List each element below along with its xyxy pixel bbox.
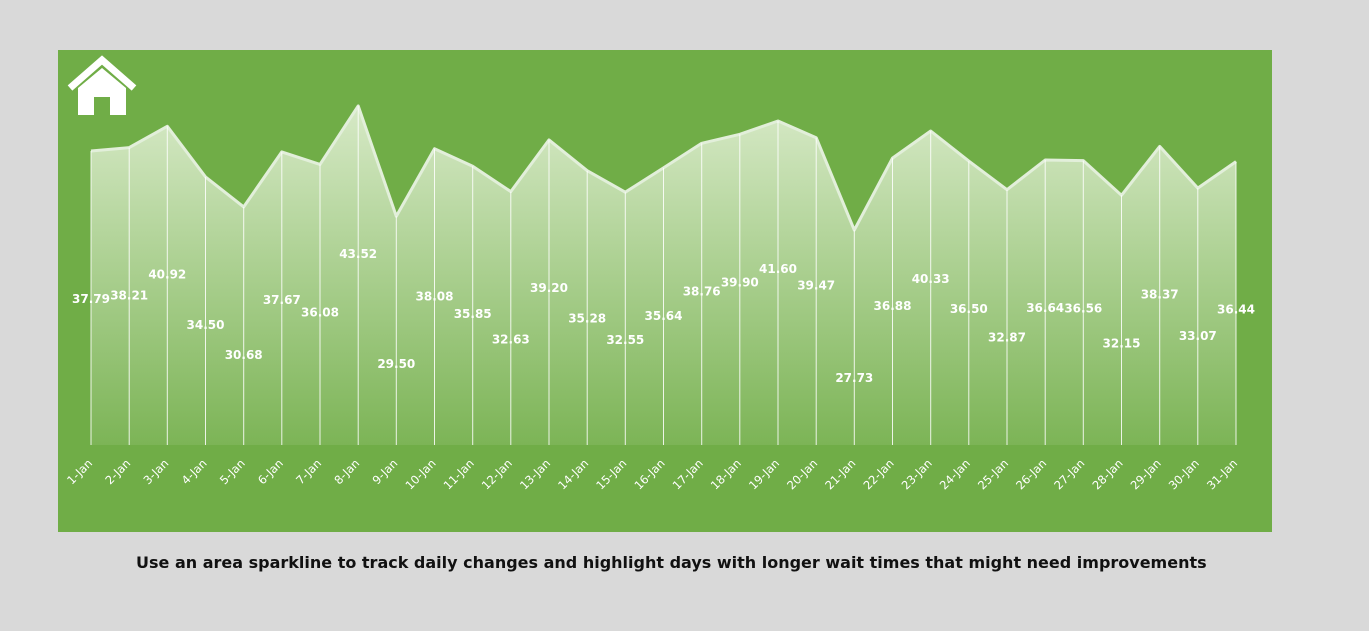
data-label: 38.37 [1141,287,1179,301]
data-label: 32.55 [606,333,644,347]
x-tick-label: 3-Jan [140,456,171,487]
x-tick-label: 11-Jan [441,456,477,492]
data-label: 36.50 [950,302,988,316]
data-label: 39.20 [530,281,568,295]
x-tick-label: 10-Jan [402,456,438,492]
data-label: 34.50 [187,318,225,332]
data-label: 36.88 [874,299,912,313]
data-label: 32.87 [988,331,1026,345]
x-tick-label: 15-Jan [593,456,629,492]
data-label: 32.15 [1103,336,1141,350]
category-labels: 1-Jan 2-Jan 3-Jan 4-Jan 5-Jan 6-Jan 7-Jan 8-Jan… [64,456,1240,492]
drop-lines [90,105,1237,445]
x-tick-label: 21-Jan [822,456,858,492]
home-icon[interactable] [66,54,138,118]
x-tick-label: 25-Jan [975,456,1011,492]
x-tick-label: 27-Jan [1051,456,1087,492]
x-tick-label: 2-Jan [102,456,133,487]
x-tick-label: 24-Jan [937,456,973,492]
data-label: 37.67 [263,293,301,307]
x-tick-label: 26-Jan [1013,456,1049,492]
data-label: 32.63 [492,333,530,347]
x-tick-label: 8-Jan [331,456,362,487]
x-tick-label: 20-Jan [784,456,820,492]
x-tick-label: 14-Jan [555,456,591,492]
data-label: 41.60 [759,262,797,276]
data-label: 40.33 [912,272,950,286]
x-tick-label: 19-Jan [746,456,782,492]
x-tick-label: 29-Jan [1128,456,1164,492]
data-label: 39.90 [721,275,759,289]
x-tick-label: 22-Jan [860,456,896,492]
x-tick-label: 18-Jan [708,456,744,492]
data-label: 38.76 [683,284,721,298]
data-label: 35.64 [645,309,683,323]
x-tick-label: 30-Jan [1166,456,1202,492]
x-tick-label: 4-Jan [179,456,210,487]
data-label: 35.28 [568,312,606,326]
x-tick-label: 13-Jan [517,456,553,492]
data-label: 43.52 [339,247,377,261]
data-label: 33.07 [1179,329,1217,343]
data-label: 37.79 [72,292,110,306]
x-tick-label: 7-Jan [293,456,324,487]
data-label: 29.50 [377,357,415,371]
data-label: 36.08 [301,305,339,319]
x-tick-label: 12-Jan [479,456,515,492]
data-label: 27.73 [835,371,873,385]
x-tick-label: 31-Jan [1204,456,1240,492]
x-tick-label: 17-Jan [670,456,706,492]
data-label: 36.44 [1217,303,1255,317]
data-label: 38.21 [110,289,148,303]
data-label: 35.85 [454,307,492,321]
data-label: 38.08 [416,290,454,304]
data-label: 39.47 [797,279,835,293]
x-tick-label: 23-Jan [899,456,935,492]
x-tick-label: 16-Jan [631,456,667,492]
x-tick-label: 1-Jan [64,456,95,487]
x-tick-label: 9-Jan [369,456,400,487]
data-label: 30.68 [225,348,263,362]
x-tick-label: 6-Jan [255,456,286,487]
data-label: 40.92 [148,267,186,281]
data-label: 36.56 [1064,302,1102,316]
data-label: 36.64 [1026,301,1064,315]
x-tick-label: 28-Jan [1089,456,1125,492]
x-tick-label: 5-Jan [217,456,248,487]
chart-caption: Use an area sparkline to track daily cha… [136,553,1207,572]
